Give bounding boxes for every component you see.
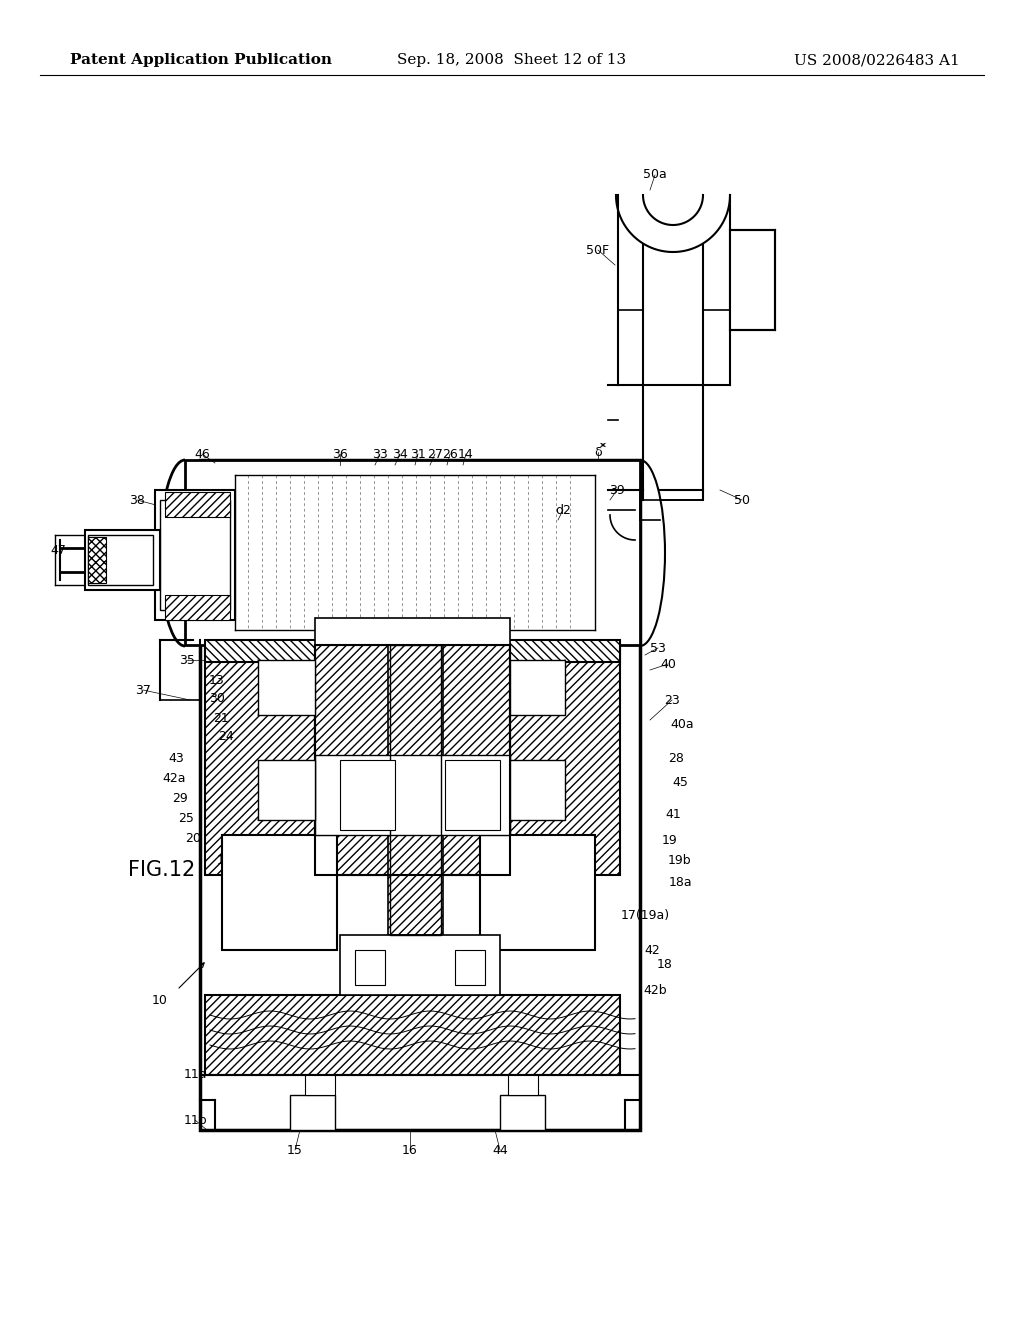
Text: 29: 29 xyxy=(172,792,187,804)
Bar xyxy=(200,459,640,1130)
Bar xyxy=(455,950,485,985)
Text: 33: 33 xyxy=(372,447,388,461)
Bar xyxy=(315,645,510,875)
Text: 11b: 11b xyxy=(183,1114,207,1126)
Text: 27: 27 xyxy=(427,447,443,461)
Bar xyxy=(445,760,500,830)
Bar xyxy=(355,950,385,985)
Text: 12: 12 xyxy=(217,854,232,866)
Text: 53: 53 xyxy=(650,642,666,655)
Bar xyxy=(315,645,510,875)
Text: 35: 35 xyxy=(179,653,195,667)
Text: 50a: 50a xyxy=(643,169,667,181)
Bar xyxy=(258,760,315,820)
Text: 14: 14 xyxy=(458,447,474,461)
Text: 19b: 19b xyxy=(668,854,691,866)
Text: 18: 18 xyxy=(657,958,673,972)
Text: 37: 37 xyxy=(135,684,151,697)
Text: 36: 36 xyxy=(332,447,348,461)
Text: 42: 42 xyxy=(644,944,659,957)
Text: 50F: 50F xyxy=(587,243,609,256)
Bar xyxy=(390,645,441,935)
Bar xyxy=(340,760,395,830)
Bar xyxy=(315,755,510,836)
Bar xyxy=(388,645,443,935)
Text: 15: 15 xyxy=(287,1143,303,1156)
Bar xyxy=(88,537,106,583)
Text: 42a: 42a xyxy=(162,771,185,784)
Text: 41: 41 xyxy=(666,808,681,821)
Bar xyxy=(508,1074,538,1096)
Bar xyxy=(165,492,230,517)
Text: 34: 34 xyxy=(392,447,408,461)
Text: 19: 19 xyxy=(663,833,678,846)
Bar xyxy=(500,1096,545,1130)
Text: 45: 45 xyxy=(672,776,688,789)
Text: 26: 26 xyxy=(442,447,458,461)
Text: 13: 13 xyxy=(209,673,225,686)
Text: 28: 28 xyxy=(668,751,684,764)
Bar xyxy=(315,618,510,645)
Text: 16: 16 xyxy=(402,1143,418,1156)
Text: FIG.12: FIG.12 xyxy=(128,861,196,880)
Text: 11a: 11a xyxy=(183,1068,207,1081)
Text: 40: 40 xyxy=(660,657,676,671)
Bar xyxy=(165,595,230,620)
Text: 43: 43 xyxy=(168,751,184,764)
Text: 42b: 42b xyxy=(643,983,667,997)
Bar xyxy=(185,459,640,645)
Text: d2: d2 xyxy=(555,503,571,516)
Text: 44: 44 xyxy=(493,1143,508,1156)
Bar xyxy=(160,500,230,610)
Bar xyxy=(88,535,153,585)
Text: 47: 47 xyxy=(50,544,66,557)
Text: Sep. 18, 2008  Sheet 12 of 13: Sep. 18, 2008 Sheet 12 of 13 xyxy=(397,53,627,67)
Text: 20: 20 xyxy=(185,832,201,845)
Bar xyxy=(155,490,234,620)
Text: US 2008/0226483 A1: US 2008/0226483 A1 xyxy=(795,53,961,67)
Bar xyxy=(305,1074,335,1096)
Text: 38: 38 xyxy=(129,494,145,507)
Text: 31: 31 xyxy=(411,447,426,461)
Bar xyxy=(510,660,565,715)
Bar xyxy=(222,836,337,950)
Bar xyxy=(340,935,500,995)
Text: Patent Application Publication: Patent Application Publication xyxy=(70,53,332,67)
Text: 25: 25 xyxy=(178,812,194,825)
Text: δ: δ xyxy=(594,446,602,458)
Text: 50: 50 xyxy=(734,494,750,507)
Bar xyxy=(480,836,595,950)
Text: 23: 23 xyxy=(665,693,680,706)
Text: 30: 30 xyxy=(209,692,225,705)
Text: 21: 21 xyxy=(213,711,229,725)
Text: 18a: 18a xyxy=(669,875,692,888)
Text: 46: 46 xyxy=(195,447,210,461)
Bar xyxy=(258,660,315,715)
Bar xyxy=(205,645,315,875)
Bar xyxy=(290,1096,335,1130)
Bar xyxy=(510,645,620,875)
Bar xyxy=(205,995,620,1074)
Text: 24: 24 xyxy=(218,730,233,742)
Bar xyxy=(730,230,775,330)
Text: 10: 10 xyxy=(152,994,168,1006)
Bar xyxy=(85,531,160,590)
Bar xyxy=(205,640,620,663)
Bar xyxy=(510,760,565,820)
Text: 39: 39 xyxy=(609,483,625,496)
Text: 40a: 40a xyxy=(670,718,694,731)
Text: 17(19a): 17(19a) xyxy=(621,908,670,921)
